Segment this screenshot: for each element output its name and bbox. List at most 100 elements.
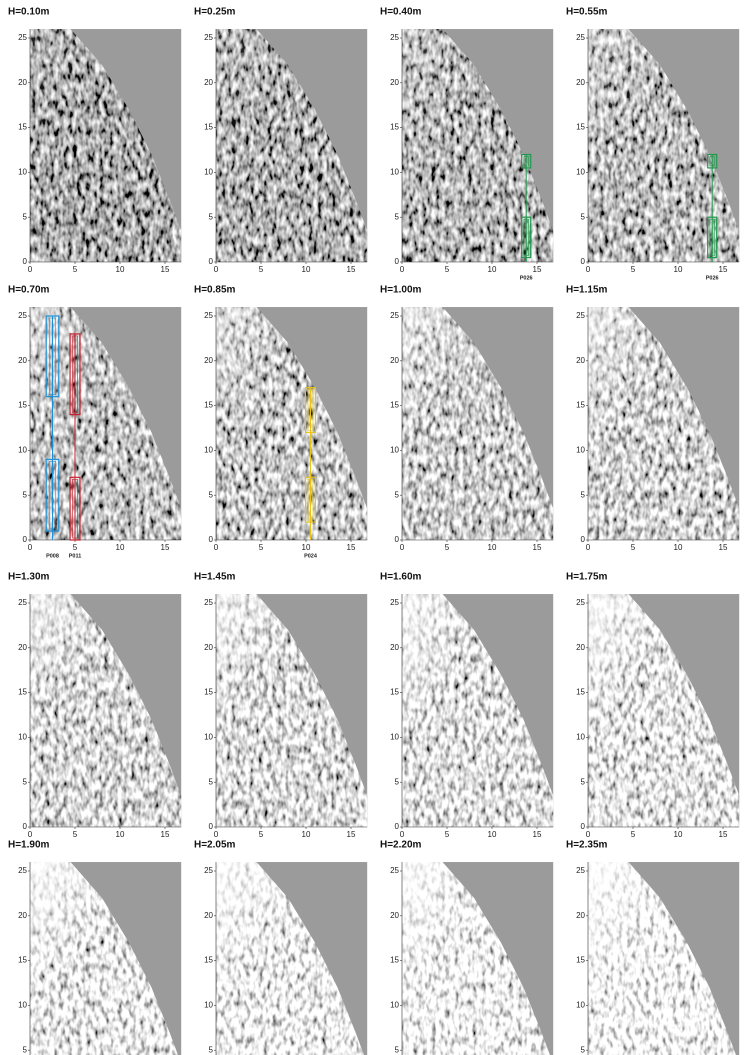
y-tick-label: 10 [18, 446, 27, 455]
y-tick-label: 25 [204, 866, 213, 875]
panel: H=1.90m0510150510152025 [8, 840, 181, 1055]
y-tick-label: 15 [576, 123, 585, 132]
x-tick-label: 15 [347, 543, 356, 552]
y-tick-label: 5 [23, 212, 28, 221]
x-tick-label: 0 [214, 830, 219, 839]
x-tick-label: 15 [161, 265, 170, 274]
y-tick-label: 5 [23, 490, 28, 499]
y-tick-label: 5 [23, 777, 28, 786]
y-tick-label: 5 [209, 777, 214, 786]
y-tick-label: 15 [204, 401, 213, 410]
y-tick-label: 5 [23, 1045, 28, 1054]
y-tick-label: 0 [23, 257, 28, 266]
y-tick-label: 10 [576, 1001, 585, 1010]
x-tick-label: 0 [400, 543, 405, 552]
x-tick-label: 15 [161, 543, 170, 552]
panel-title: H=1.75m [566, 572, 608, 583]
y-tick-label: 10 [576, 446, 585, 455]
y-tick-label: 10 [576, 168, 585, 177]
y-tick-label: 20 [18, 911, 27, 920]
y-tick-label: 10 [390, 733, 399, 742]
y-tick-label: 20 [576, 356, 585, 365]
y-tick-label: 25 [18, 598, 27, 607]
y-tick-label: 15 [390, 401, 399, 410]
y-tick-label: 20 [204, 643, 213, 652]
y-tick-label: 5 [581, 212, 586, 221]
x-tick-label: 0 [586, 265, 591, 274]
x-tick-label: 5 [631, 543, 636, 552]
y-tick-label: 25 [204, 598, 213, 607]
y-tick-label: 10 [204, 733, 213, 742]
panel-title: H=0.25m [194, 7, 236, 18]
y-tick-label: 0 [581, 535, 586, 544]
x-tick-label: 10 [488, 265, 497, 274]
panel-title: H=1.60m [380, 572, 422, 583]
x-tick-label: 15 [533, 543, 542, 552]
y-tick-label: 15 [390, 123, 399, 132]
y-tick-label: 25 [390, 311, 399, 320]
panel-title: H=0.70m [8, 285, 50, 296]
x-tick-label: 5 [259, 543, 264, 552]
panel-title: H=0.85m [194, 285, 236, 296]
x-tick-label: 0 [28, 830, 33, 839]
x-tick-label: 0 [586, 830, 591, 839]
y-tick-label: 25 [390, 33, 399, 42]
y-tick-label: 5 [395, 212, 400, 221]
y-tick-label: 5 [581, 777, 586, 786]
y-tick-label: 0 [23, 822, 28, 831]
x-tick-label: 10 [302, 265, 311, 274]
y-tick-label: 15 [204, 956, 213, 965]
x-tick-label: 0 [28, 543, 33, 552]
y-tick-label: 15 [18, 123, 27, 132]
panel: H=2.05m0510150510152025 [194, 840, 367, 1055]
y-tick-label: 5 [395, 490, 400, 499]
x-tick-label: 15 [533, 830, 542, 839]
x-tick-label: 10 [302, 543, 311, 552]
x-tick-label: 5 [73, 543, 78, 552]
y-tick-label: 20 [204, 78, 213, 87]
y-tick-label: 20 [390, 643, 399, 652]
y-tick-label: 10 [18, 733, 27, 742]
y-tick-label: 20 [18, 78, 27, 87]
panel: H=2.35m0510150510152025 [566, 840, 739, 1055]
x-tick-label: 15 [161, 830, 170, 839]
y-tick-label: 0 [395, 822, 400, 831]
y-tick-label: 15 [18, 688, 27, 697]
figure: H=0.10m0510150510152025H=0.25m0510150510… [0, 0, 744, 1055]
x-tick-label: 5 [445, 830, 450, 839]
panel-title: H=1.30m [8, 572, 50, 583]
y-tick-label: 20 [576, 78, 585, 87]
y-tick-label: 0 [23, 535, 28, 544]
panel-title: H=2.20m [380, 840, 422, 851]
y-tick-label: 0 [581, 822, 586, 831]
y-tick-label: 5 [209, 212, 214, 221]
profile-label: P011 [69, 553, 82, 559]
profile-label: P008 [46, 553, 59, 559]
y-tick-label: 20 [390, 911, 399, 920]
panel: H=1.60m0510150510152025 [380, 572, 553, 839]
x-tick-label: 5 [259, 830, 264, 839]
y-tick-label: 5 [209, 490, 214, 499]
y-tick-label: 15 [576, 688, 585, 697]
x-tick-label: 5 [445, 265, 450, 274]
panel: H=2.20m0510150510152025 [380, 840, 553, 1055]
y-tick-label: 15 [18, 956, 27, 965]
y-tick-label: 20 [204, 911, 213, 920]
y-tick-label: 15 [576, 401, 585, 410]
x-tick-label: 15 [719, 543, 728, 552]
y-tick-label: 0 [209, 535, 214, 544]
y-tick-label: 25 [576, 33, 585, 42]
y-tick-label: 5 [395, 1045, 400, 1054]
y-tick-label: 10 [204, 446, 213, 455]
profile-label: P024 [304, 553, 318, 559]
y-tick-label: 20 [576, 643, 585, 652]
y-tick-label: 25 [576, 598, 585, 607]
panel-title: H=0.55m [566, 7, 608, 18]
y-tick-label: 10 [390, 168, 399, 177]
y-tick-label: 20 [390, 356, 399, 365]
